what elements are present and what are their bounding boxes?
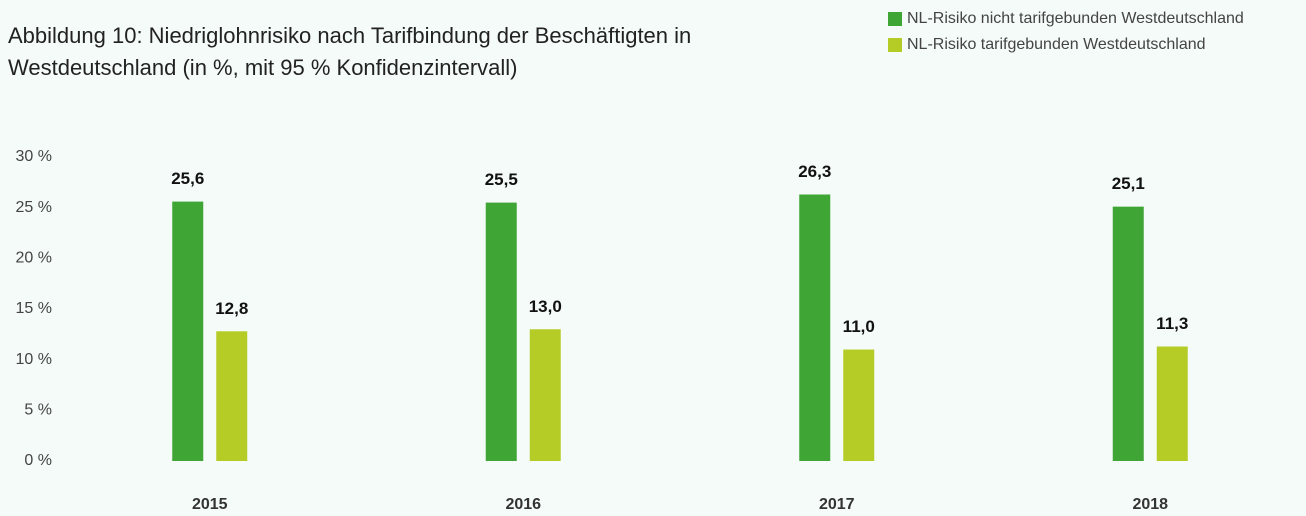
legend: NL-Risiko nicht tarifgebunden Westdeutsc…	[888, 6, 1244, 58]
value-label: 25,6	[171, 169, 204, 188]
legend-swatch	[888, 12, 902, 26]
value-label: 25,1	[1112, 174, 1145, 193]
legend-label: NL-Risiko tarifgebunden Westdeutschland	[907, 36, 1206, 53]
y-tick-label: 15 %	[16, 300, 52, 317]
y-tick-label: 5 %	[24, 402, 52, 419]
value-label: 25,5	[485, 170, 518, 189]
x-tick-label: 2017	[819, 496, 855, 513]
y-tick-label: 20 %	[16, 250, 52, 267]
legend-label: NL-Risiko nicht tarifgebunden Westdeutsc…	[907, 10, 1244, 27]
y-tick-label: 0 %	[24, 452, 52, 469]
bar	[485, 202, 517, 461]
bar	[1156, 346, 1188, 461]
bar	[799, 194, 831, 461]
x-tick-label: 2018	[1132, 496, 1168, 513]
y-tick-label: 10 %	[16, 351, 52, 368]
legend-item: NL-Risiko nicht tarifgebunden Westdeutsc…	[888, 6, 1244, 32]
x-tick-label: 2015	[192, 496, 228, 513]
value-label: 13,0	[529, 297, 562, 316]
value-label: 11,0	[843, 317, 875, 336]
bar	[1112, 206, 1144, 461]
bar	[843, 349, 875, 461]
legend-swatch	[888, 38, 902, 52]
y-tick-label: 30 %	[16, 148, 52, 165]
bar	[216, 331, 248, 461]
bar	[529, 329, 561, 461]
y-tick-label: 25 %	[16, 199, 52, 216]
value-label: 12,8	[215, 299, 248, 318]
value-label: 11,3	[1156, 314, 1188, 333]
bar	[172, 201, 204, 461]
legend-item: NL-Risiko tarifgebunden Westdeutschland	[888, 32, 1244, 58]
x-tick-label: 2016	[505, 496, 541, 513]
value-label: 26,3	[798, 162, 831, 181]
chart-title: Abbildung 10: Niedriglohnrisiko nach Tar…	[8, 23, 692, 80]
